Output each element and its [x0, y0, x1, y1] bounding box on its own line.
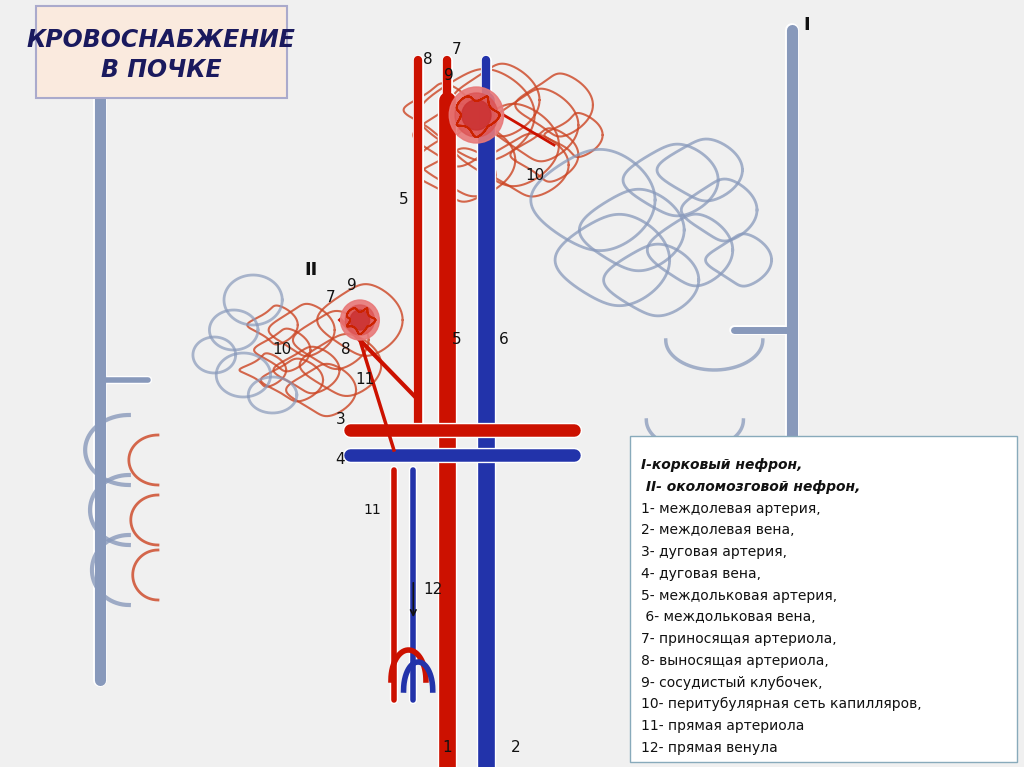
Circle shape: [345, 305, 375, 335]
Text: 4: 4: [336, 453, 345, 468]
Text: 9: 9: [347, 278, 357, 292]
Circle shape: [341, 300, 379, 340]
Text: 12: 12: [423, 582, 442, 597]
Text: 12- прямая венула: 12- прямая венула: [641, 741, 778, 755]
Text: 5: 5: [453, 333, 462, 347]
Text: 11: 11: [355, 373, 375, 387]
Text: II- околомозговой нефрон,: II- околомозговой нефрон,: [641, 479, 861, 494]
Text: 7- приносящая артериола,: 7- приносящая артериола,: [641, 632, 837, 646]
Text: 10: 10: [525, 167, 545, 183]
Text: 8- выносящая артериола,: 8- выносящая артериола,: [641, 653, 829, 668]
Circle shape: [350, 310, 370, 330]
Text: 8: 8: [423, 52, 433, 67]
Text: 5- междольковая артерия,: 5- междольковая артерия,: [641, 588, 838, 603]
Circle shape: [450, 87, 504, 143]
Text: I: I: [803, 16, 810, 34]
Text: 9: 9: [444, 67, 454, 83]
Text: II: II: [305, 261, 318, 279]
Text: КРОВОСНАБЖЕНИЕ
В ПОЧКЕ: КРОВОСНАБЖЕНИЕ В ПОЧКЕ: [27, 28, 295, 82]
Text: 2- междолевая вена,: 2- междолевая вена,: [641, 523, 795, 537]
Text: 11: 11: [364, 503, 381, 517]
Text: 10- перитубулярная сеть капилляров,: 10- перитубулярная сеть капилляров,: [641, 697, 922, 712]
FancyBboxPatch shape: [36, 6, 287, 98]
Text: 7: 7: [453, 42, 462, 58]
Text: 4- дуговая вена,: 4- дуговая вена,: [641, 567, 762, 581]
Text: 1: 1: [442, 740, 453, 755]
FancyBboxPatch shape: [630, 436, 1017, 762]
Text: 6: 6: [499, 333, 509, 347]
Text: 10: 10: [272, 343, 292, 357]
Text: 1- междолевая артерия,: 1- междолевая артерия,: [641, 502, 821, 515]
Text: 7: 7: [326, 291, 336, 305]
Text: 3- дуговая артерия,: 3- дуговая артерия,: [641, 545, 787, 559]
Text: 3: 3: [336, 413, 345, 427]
Text: 6- междольковая вена,: 6- междольковая вена,: [641, 611, 816, 624]
Text: 8: 8: [341, 343, 350, 357]
Circle shape: [462, 100, 490, 130]
Text: I-корковый нефрон,: I-корковый нефрон,: [641, 458, 803, 472]
Text: 5: 5: [398, 193, 409, 208]
Text: 9- сосудистый клубочек,: 9- сосудистый клубочек,: [641, 676, 823, 690]
Circle shape: [455, 93, 498, 137]
Text: 11- прямая артериола: 11- прямая артериола: [641, 719, 805, 733]
Text: 2: 2: [510, 740, 520, 755]
